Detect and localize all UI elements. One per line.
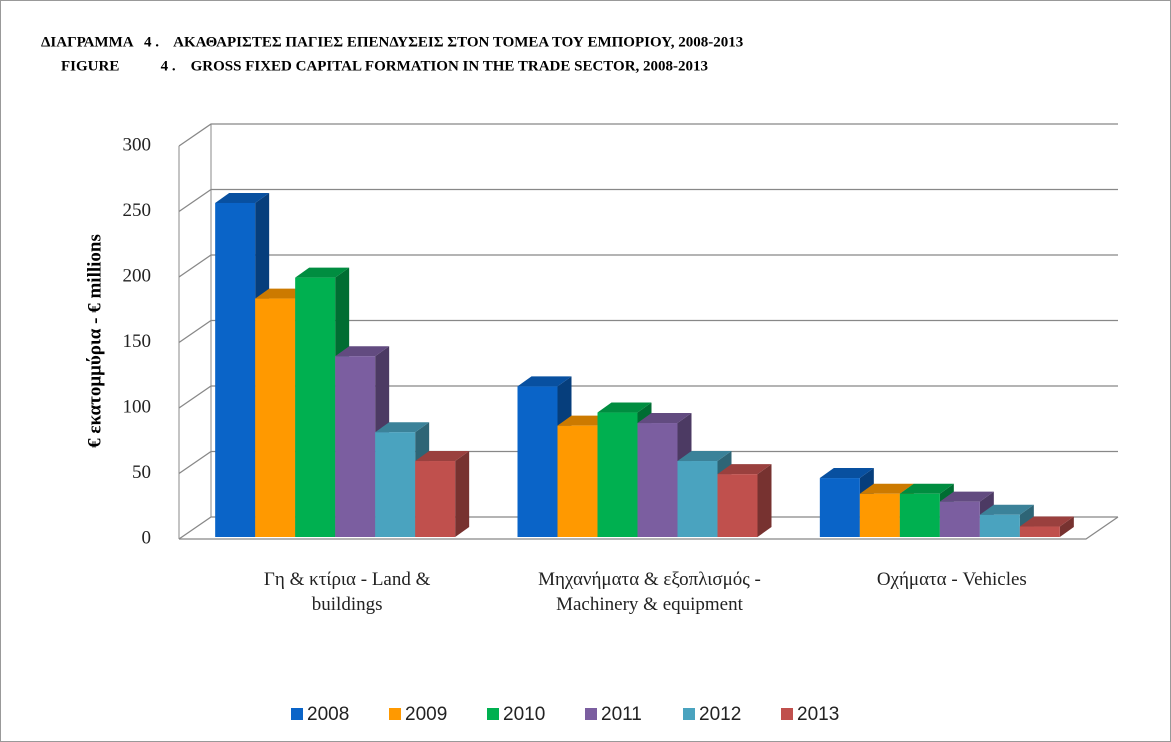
grid-line [178, 123, 1118, 147]
bar-side [1059, 516, 1074, 537]
bar-top [637, 413, 692, 424]
bar [255, 298, 296, 537]
bar [415, 461, 456, 537]
bar-top [295, 267, 350, 278]
y-tick-label: 150 [123, 331, 152, 352]
grid-line [178, 188, 1118, 213]
legend-swatch [683, 708, 695, 720]
grid-line [178, 516, 1118, 540]
grid-line [178, 450, 1118, 475]
y-tick-label: 200 [123, 265, 152, 286]
bar [819, 478, 860, 537]
bar [557, 425, 598, 537]
bar-top [859, 483, 914, 494]
bar [637, 423, 678, 537]
bar [375, 432, 416, 537]
legend-label: 2010 [503, 704, 545, 725]
bar [295, 277, 336, 537]
legend-label: 2011 [601, 704, 642, 725]
bar [979, 514, 1020, 537]
bar [939, 501, 980, 537]
floor-edge [179, 516, 1119, 540]
y-tick-label: 50 [132, 462, 151, 483]
bar-top [335, 346, 390, 357]
x-tick-label: Μηχανήματα & εξοπλισμός - Machinery & eq… [538, 569, 761, 615]
legend-label: 2013 [797, 704, 839, 725]
grid-line [178, 254, 1118, 278]
bar [717, 474, 758, 537]
bar [517, 386, 558, 537]
bar [335, 356, 376, 537]
bar-top [939, 491, 994, 502]
bar-top [517, 376, 572, 387]
bar-top [415, 451, 470, 462]
legend-label: 2012 [699, 704, 741, 725]
legend-swatch [585, 708, 597, 720]
bar [677, 461, 718, 537]
bar [1019, 526, 1060, 537]
y-tick-label: 0 [142, 527, 152, 548]
bar-top [375, 422, 430, 433]
bar-top [215, 192, 270, 203]
legend-swatch [781, 708, 793, 720]
legend-swatch [389, 708, 401, 720]
bar-side [757, 464, 772, 537]
bar-top [819, 468, 874, 479]
bar-top [597, 402, 652, 413]
grid-line [178, 319, 1118, 344]
grid-line [178, 385, 1118, 409]
y-tick-label: 300 [123, 134, 152, 155]
y-axis-label: € εκατομμύρια - € millions [84, 234, 105, 448]
bar [215, 202, 256, 537]
y-tick-label: 100 [123, 396, 152, 417]
chart-title: ΔΙΑΓΡΑΜΜΑ 4 . ΑΚΑΘΑΡΙΣΤΕΣ ΠΑΓΙΕΣ ΕΠΕΝΔΥΣ… [41, 34, 743, 50]
bar-side [455, 451, 470, 537]
legend-swatch [291, 708, 303, 720]
bar-top [677, 451, 732, 462]
bar-top [717, 464, 772, 475]
legend-label: 2008 [307, 704, 349, 725]
chart-subtitle: FIGURE 4 . GROSS FIXED CAPITAL FORMATION… [61, 58, 708, 74]
x-tick-label: Οχήματα - Vehicles [876, 569, 1027, 590]
legend-label: 2009 [405, 704, 447, 725]
bar-top [1019, 516, 1074, 527]
bar-top [979, 504, 1034, 515]
bar [859, 493, 900, 537]
bar-top [899, 483, 954, 494]
x-tick-label: Γη & κτίρια - Land & buildings [263, 569, 431, 615]
bar [597, 412, 638, 537]
bar [899, 493, 940, 537]
y-tick-label: 250 [123, 200, 152, 221]
legend-swatch [487, 708, 499, 720]
